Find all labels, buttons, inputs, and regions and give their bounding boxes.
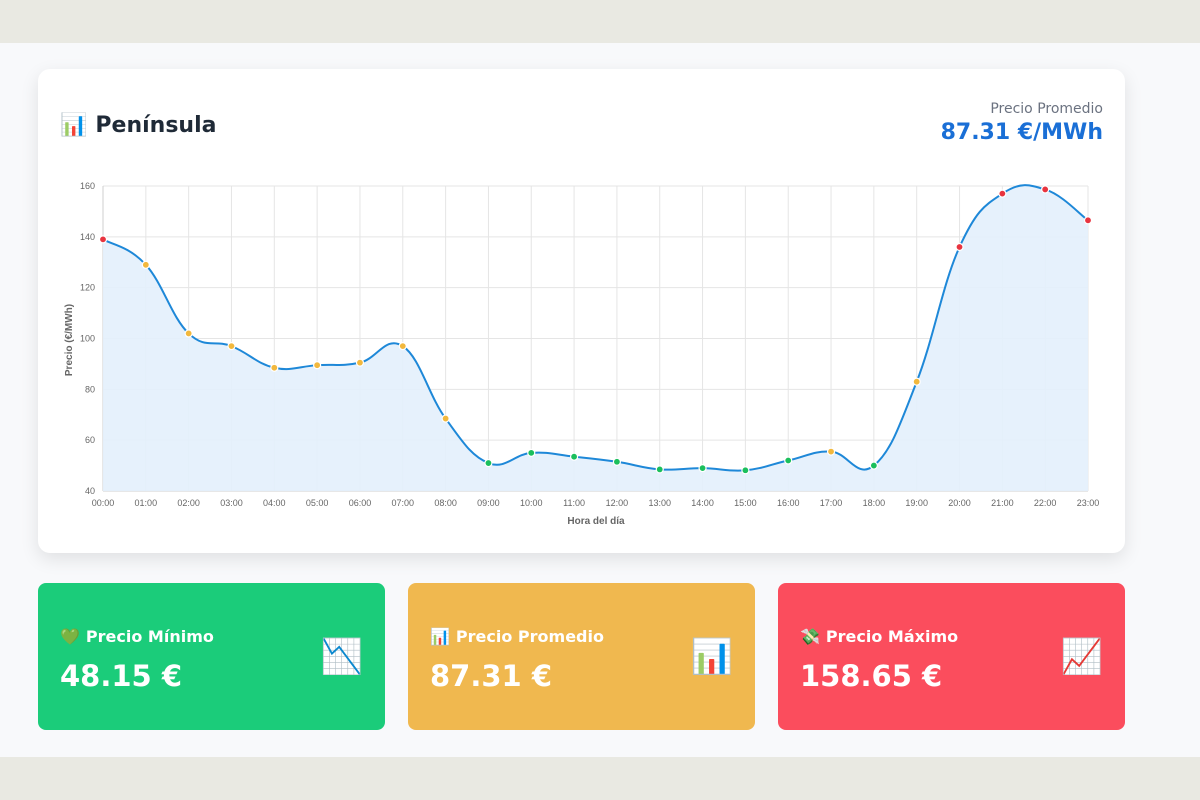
max-price-label-text: Precio Máximo [825, 627, 959, 646]
max-price-label: 💸 Precio Máximo [800, 627, 958, 646]
avg-price-value: 87.31 € [430, 659, 553, 693]
max-price-card: 💸 Precio Máximo 158.65 € 📈 [778, 583, 1125, 730]
x-tick-label: 20:00 [948, 498, 971, 508]
x-tick-label: 03:00 [220, 498, 243, 508]
data-point[interactable] [398, 342, 407, 351]
y-tick-label: 140 [80, 232, 95, 242]
bar-chart-icon: 📊 [60, 113, 88, 138]
avg-price-label: 📊 Precio Promedio [430, 627, 604, 646]
data-points [98, 185, 1093, 475]
data-point[interactable] [484, 458, 493, 468]
x-tick-label: 12:00 [606, 498, 629, 508]
x-axis-label: Hora del día [567, 516, 625, 527]
data-point[interactable] [655, 465, 664, 474]
money-wings-icon: 💸 [800, 627, 820, 646]
x-tick-label: 11:00 [563, 498, 585, 508]
x-tick-label: 04:00 [263, 498, 286, 508]
data-point[interactable] [826, 447, 836, 456]
x-tick-label: 09:00 [477, 498, 500, 508]
avg-price-card: 📊 Precio Promedio 87.31 € 📊 [408, 583, 755, 730]
data-point[interactable] [313, 361, 322, 370]
data-point[interactable] [355, 358, 365, 367]
page: 📊 Península Precio Promedio 87.31 €/MWh … [0, 43, 1200, 757]
data-point[interactable] [998, 189, 1007, 198]
min-price-label: 💚 Precio Mínimo [60, 627, 214, 646]
data-point[interactable] [184, 329, 193, 338]
x-tick-label: 19:00 [905, 498, 928, 508]
x-tick-label: 02:00 [177, 498, 200, 508]
bar-chart-icon: 📊 [430, 627, 450, 646]
y-tick-label: 80 [85, 384, 95, 394]
bar-chart-icon: 📊 [690, 637, 733, 677]
x-tick-label: 22:00 [1034, 498, 1057, 508]
chart-decreasing-icon: 📉 [320, 637, 363, 677]
chart-card: 📊 Península Precio Promedio 87.31 €/MWh … [38, 69, 1125, 553]
x-tick-label: 00:00 [92, 498, 115, 508]
card-title: 📊 Península [60, 113, 216, 138]
average-price-box: Precio Promedio 87.31 €/MWh [941, 101, 1103, 145]
min-price-value: 48.15 € [60, 659, 183, 693]
y-tick-label: 60 [85, 435, 95, 445]
data-point[interactable] [1041, 185, 1050, 194]
min-price-label-text: Precio Mínimo [85, 627, 214, 646]
x-tick-label: 06:00 [349, 498, 372, 508]
data-point[interactable] [227, 342, 236, 351]
data-point[interactable] [612, 457, 622, 466]
data-point[interactable] [869, 461, 878, 470]
x-tick-label: 21:00 [991, 498, 1014, 508]
data-point[interactable] [141, 260, 150, 269]
data-point[interactable] [527, 448, 536, 457]
data-point[interactable] [1083, 216, 1093, 225]
y-axis-label: Precio (€/MWh) [64, 304, 75, 376]
data-point[interactable] [441, 414, 450, 423]
data-point[interactable] [955, 242, 964, 252]
x-tick-label: 16:00 [777, 498, 800, 508]
data-point[interactable] [569, 452, 579, 461]
average-price-value: 87.31 €/MWh [940, 120, 1103, 145]
chart-increasing-icon: 📈 [1060, 637, 1103, 677]
average-price-label: Precio Promedio [990, 101, 1103, 117]
x-tick-label: 10:00 [520, 498, 543, 508]
x-tick-label: 17:00 [820, 498, 843, 508]
y-tick-label: 120 [80, 283, 95, 293]
green-heart-icon: 💚 [60, 627, 80, 646]
data-point[interactable] [741, 466, 750, 475]
card-title-text: Península [95, 113, 217, 138]
x-tick-label: 18:00 [863, 498, 886, 508]
data-point[interactable] [270, 363, 279, 372]
x-tick-label: 15:00 [734, 498, 757, 508]
x-tick-label: 05:00 [306, 498, 329, 508]
max-price-value: 158.65 € [800, 659, 943, 693]
data-point[interactable] [698, 464, 707, 473]
x-axis-ticks: 00:00 01:00 02:00 03:00 04:00 05:00 06:00 07:00… [92, 498, 1100, 508]
y-tick-label: 100 [80, 334, 95, 344]
data-point[interactable] [912, 377, 921, 386]
x-tick-label: 07:00 [392, 498, 415, 508]
y-tick-label: 160 [80, 181, 95, 191]
x-tick-label: 08:00 [434, 498, 457, 508]
x-tick-label: 14:00 [691, 498, 714, 508]
data-point[interactable] [784, 456, 793, 465]
avg-price-label-text: Precio Promedio [455, 627, 604, 646]
y-axis-ticks: 40 60 80 100 120 140 160 [80, 181, 95, 496]
data-point[interactable] [98, 235, 108, 244]
min-price-card: 💚 Precio Mínimo 48.15 € 📉 [38, 583, 385, 730]
y-tick-label: 40 [85, 486, 95, 496]
x-tick-label: 01:00 [135, 498, 158, 508]
x-tick-label: 13:00 [648, 498, 671, 508]
x-tick-label: 23:00 [1077, 498, 1100, 508]
price-area-fill [103, 185, 1088, 491]
